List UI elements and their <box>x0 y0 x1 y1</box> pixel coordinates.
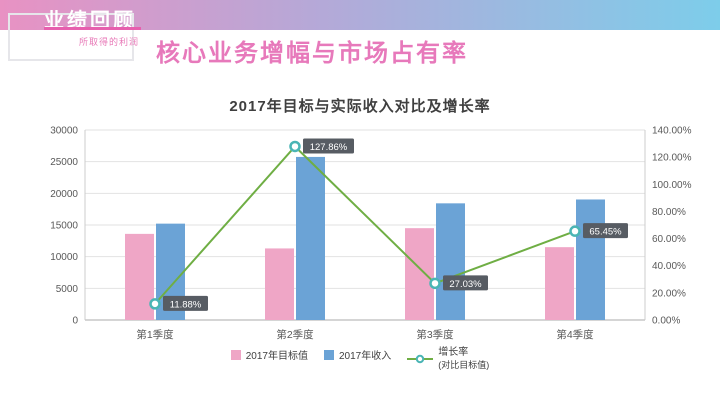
line-marker-icon <box>407 354 434 364</box>
bar-series-0 <box>125 233 154 320</box>
left-axis-tick: 10000 <box>50 252 78 263</box>
header-badge-outline <box>8 13 134 61</box>
chart-canvas: 0 5000 10000 15000 20000 25000 30000 0.00% 20.00… <box>50 126 692 342</box>
chart-legend: 2017年目标值 2017年收入 增长率 (对比目标值) <box>0 347 720 371</box>
line-marker <box>569 225 581 237</box>
right-axis-tick: 60.00% <box>652 234 686 245</box>
data-label-box <box>583 223 628 239</box>
data-label-box <box>443 275 488 291</box>
bar-series-1 <box>436 203 465 320</box>
category-label: 第3季度 <box>416 328 454 341</box>
slide-badge-title: 业绩回顾 <box>44 10 136 32</box>
bar-series-0 <box>405 228 434 320</box>
left-axis-tick: 5000 <box>56 284 79 295</box>
section-title: 核心业务增幅与市场占有率 <box>156 40 468 67</box>
legend-label-growth-wrap: 增长率 (对比目标值) <box>438 347 489 371</box>
line-marker <box>289 140 301 153</box>
legend-item-target: 2017年目标值 <box>230 347 308 362</box>
header-gradient-banner <box>0 0 720 30</box>
left-axis-tick: 20000 <box>50 189 78 200</box>
legend-item-growth: 增长率 (对比目标值) <box>407 347 489 371</box>
bar-series-1 <box>296 156 325 320</box>
data-label: 11.88% <box>170 299 202 310</box>
legend-item-income: 2017年收入 <box>324 347 391 362</box>
growth-line <box>154 145 576 305</box>
bar-series-0 <box>545 247 574 320</box>
category-label: 第2季度 <box>276 328 314 341</box>
chart-title: 2017年目标与实际收入对比及增长率 <box>229 98 491 115</box>
badge-underline <box>44 27 141 30</box>
legend-swatch-target <box>230 349 241 360</box>
data-label: 27.03% <box>449 279 482 290</box>
data-label: 65.45% <box>589 227 622 238</box>
line-marker <box>429 277 441 290</box>
left-axis-tick: 0 <box>72 316 78 327</box>
legend-swatch-income <box>324 349 334 360</box>
category-label: 第4季度 <box>556 328 594 341</box>
data-label-box <box>303 138 354 154</box>
legend-label-target: 2017年目标值 <box>245 351 308 362</box>
data-label: 127.86% <box>310 142 348 153</box>
category-label: 第1季度 <box>136 328 174 341</box>
right-axis-tick: 80.00% <box>652 207 686 218</box>
right-axis-tick: 120.00% <box>652 153 692 164</box>
left-axis-tick: 30000 <box>50 126 78 137</box>
legend-label-income: 2017年收入 <box>339 351 392 362</box>
right-axis-tick: 0.00% <box>652 316 680 327</box>
right-axis-tick: 100.00% <box>652 180 692 191</box>
legend-label-growth: 增长率 <box>438 347 469 358</box>
left-axis-tick: 25000 <box>50 157 78 168</box>
right-axis-tick: 140.00% <box>652 126 692 137</box>
right-axis-tick: 20.00% <box>652 288 686 299</box>
data-label-box <box>163 295 208 311</box>
slide-badge-subtitle: 所取得的利润 <box>79 37 140 47</box>
line-marker <box>149 298 161 310</box>
bar-series-1 <box>576 199 605 320</box>
legend-label-growth-note: (对比目标值) <box>438 360 490 370</box>
bar-series-0 <box>265 248 294 320</box>
combo-chart: 0 5000 10000 15000 20000 25000 30000 0.00% 20.00… <box>20 115 700 347</box>
left-axis-tick: 15000 <box>50 221 78 232</box>
right-axis-tick: 40.00% <box>652 261 686 272</box>
